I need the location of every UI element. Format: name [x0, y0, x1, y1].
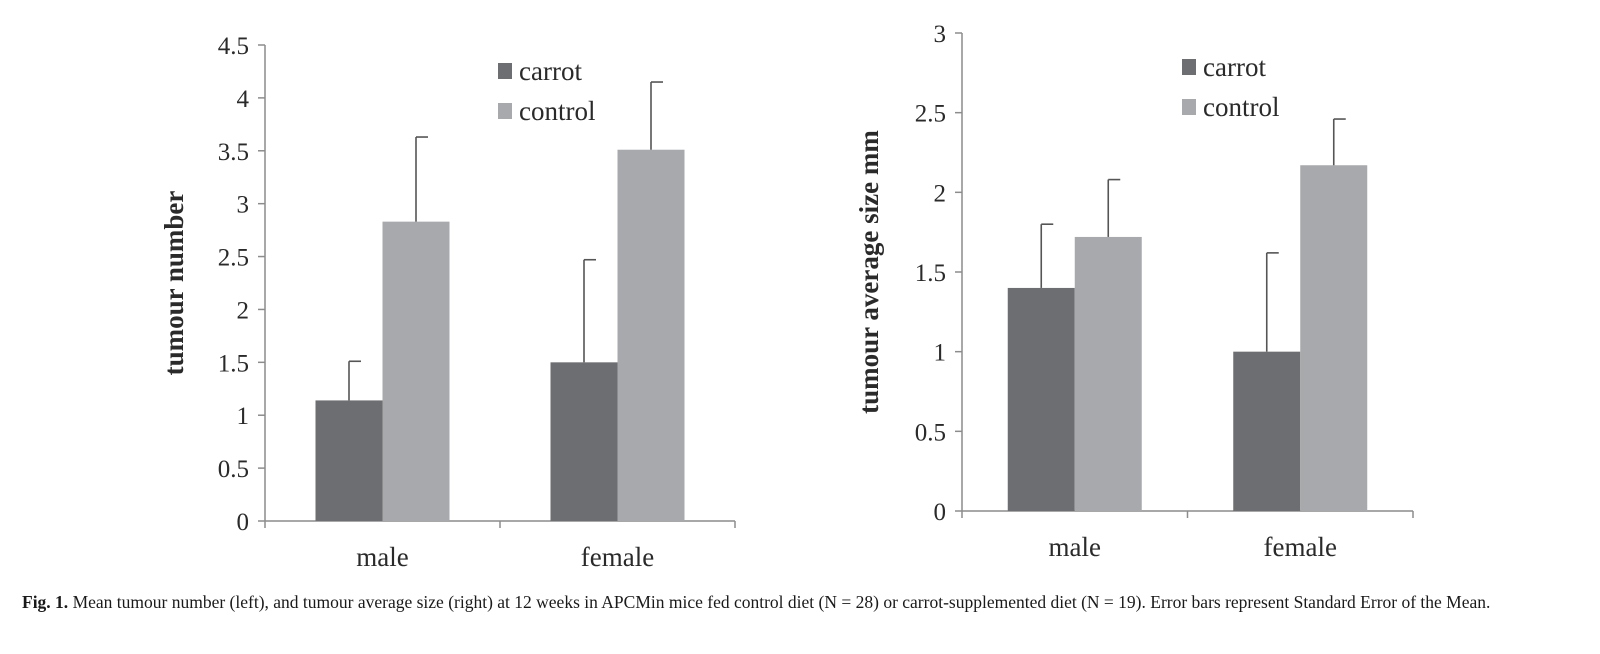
caption-text: Mean tumour number (left), and tumour av…: [72, 592, 1491, 612]
bar-carrot-female: [550, 362, 618, 521]
y-tick-label: 0: [237, 509, 250, 536]
y-tick-label: 3: [934, 21, 947, 48]
legend-label-control: control: [519, 96, 595, 126]
y-tick-label: 1: [237, 403, 250, 430]
tumour-number-chart: 0 0.5 1 1.5 2 2.5 3 3.5 4 4.5 male female carrot cont…: [159, 33, 736, 572]
y-tick-label: 1: [934, 340, 947, 367]
bar-carrot-male: [1007, 287, 1075, 511]
x-category-label: male: [356, 542, 408, 572]
y-tick-label: 0.5: [218, 456, 249, 483]
figure-caption: Fig. 1. Mean tumour number (left), and t…: [22, 591, 1588, 613]
y-tick-label: 1.5: [218, 350, 249, 377]
x-category-label: male: [1049, 532, 1101, 562]
x-category-label: female: [581, 542, 654, 572]
y-axis-title: tumour number: [159, 191, 189, 376]
y-tick-label: 2.5: [915, 101, 946, 128]
legend-label-carrot: carrot: [519, 56, 582, 86]
y-tick-label: 4.5: [218, 33, 249, 60]
y-tick-label: 0.5: [915, 419, 946, 446]
y-tick-label: 1.5: [915, 260, 946, 287]
legend-label-carrot: carrot: [1203, 52, 1266, 82]
caption-label: Fig. 1.: [22, 592, 69, 612]
legend-swatch-carrot: [498, 63, 512, 79]
legend-swatch-carrot: [1182, 59, 1196, 75]
y-tick-label: 3.5: [218, 139, 249, 166]
bar-carrot-male: [315, 400, 383, 521]
y-tick-label: 2: [237, 297, 250, 324]
legend-swatch-control: [498, 103, 512, 119]
y-tick-label: 4: [237, 86, 250, 113]
y-tick-label: 2: [934, 180, 947, 207]
y-axis-title: tumour average size mm: [854, 130, 884, 414]
legend-label-control: control: [1203, 92, 1279, 122]
y-tick-label: 3: [237, 192, 250, 219]
tumour-size-chart: 0 0.5 1 1.5 2 2.5 3 male female carrot control tumo…: [854, 21, 1414, 562]
y-tick-label: 0: [934, 499, 947, 526]
bar-carrot-female: [1233, 351, 1301, 511]
x-category-label: female: [1264, 532, 1337, 562]
bar-control-female: [617, 149, 685, 521]
bar-control-female: [1300, 165, 1368, 511]
legend-swatch-control: [1182, 99, 1196, 115]
y-tick-label: 2.5: [218, 245, 249, 272]
bar-control-male: [1074, 236, 1142, 512]
bar-control-male: [382, 221, 450, 521]
